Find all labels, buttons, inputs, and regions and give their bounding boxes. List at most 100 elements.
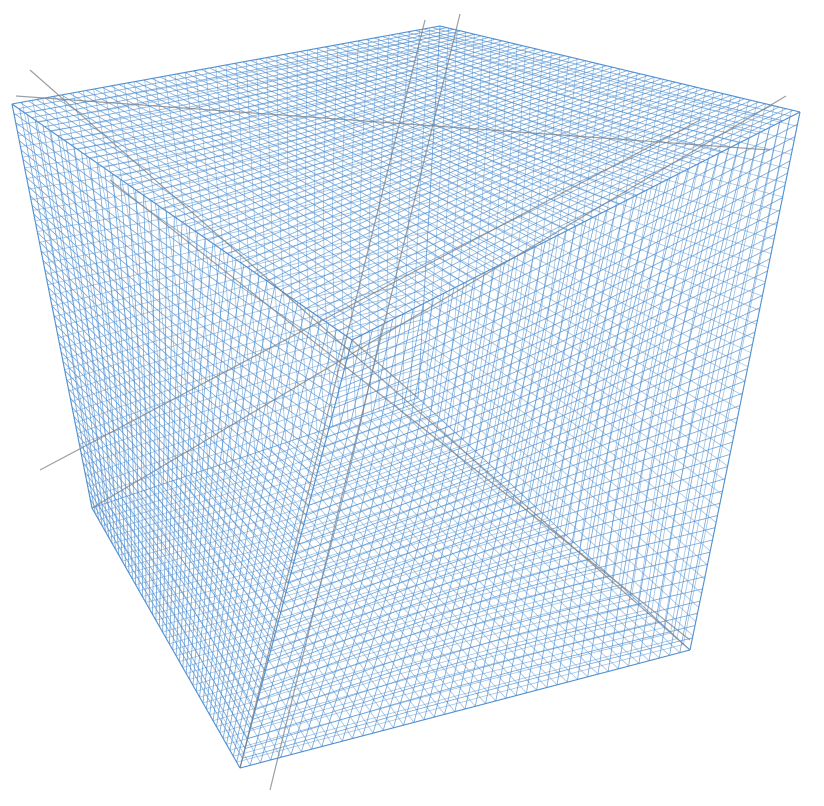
mesh-line xyxy=(24,167,335,409)
mesh-line xyxy=(96,47,531,164)
mesh-line xyxy=(434,123,772,254)
mesh-line xyxy=(194,71,634,232)
mesh-line xyxy=(278,466,728,623)
mesh-line xyxy=(89,387,419,498)
mesh-line xyxy=(122,449,474,562)
mesh-line xyxy=(420,358,702,594)
mesh-line xyxy=(20,149,340,389)
tension-cable xyxy=(91,95,787,509)
mesh-line xyxy=(418,378,697,622)
mesh-line xyxy=(41,162,433,254)
mesh-line xyxy=(69,397,271,652)
mesh-line xyxy=(349,123,798,351)
mesh-line xyxy=(244,625,696,749)
mesh-line xyxy=(260,88,704,277)
mesh-line xyxy=(129,55,565,187)
mesh-line xyxy=(79,338,422,445)
tension-cable xyxy=(269,13,461,791)
mesh-line xyxy=(44,33,475,128)
mesh-line xyxy=(40,250,312,496)
mesh-line xyxy=(206,592,629,710)
mesh-line xyxy=(37,143,434,232)
tension-cable xyxy=(351,339,419,399)
mesh-line xyxy=(89,498,243,759)
mesh-line xyxy=(123,53,558,182)
mesh-edge xyxy=(689,111,801,651)
mesh-line xyxy=(325,105,773,323)
mesh-edge xyxy=(11,103,93,509)
mesh-line xyxy=(46,278,304,526)
mesh-line xyxy=(236,643,684,763)
mesh-line xyxy=(270,502,721,652)
mesh-line xyxy=(68,388,274,642)
mesh-line xyxy=(323,246,773,448)
mesh-line xyxy=(162,63,600,209)
mesh-line xyxy=(175,540,573,657)
mesh-line xyxy=(346,136,796,360)
mesh-line xyxy=(293,392,743,565)
mesh-line xyxy=(306,331,756,516)
mesh-line xyxy=(77,42,510,150)
mesh-line xyxy=(331,209,781,419)
mesh-line xyxy=(88,489,246,749)
mesh-line xyxy=(265,527,716,672)
diagonal-cables xyxy=(15,13,787,791)
mesh-line xyxy=(299,98,745,305)
mesh-line xyxy=(262,539,713,681)
mesh-line xyxy=(29,195,327,438)
mesh-line xyxy=(136,57,572,191)
mesh-line xyxy=(260,551,711,691)
mesh-line xyxy=(179,546,579,662)
mesh-line xyxy=(326,233,776,438)
mesh-line xyxy=(233,638,678,757)
mesh-line xyxy=(80,452,256,710)
mesh-line xyxy=(286,95,731,295)
mesh-line xyxy=(321,258,771,458)
mesh-line xyxy=(316,282,766,477)
mesh-edge xyxy=(91,507,241,769)
mesh-line xyxy=(221,78,662,250)
mesh-line xyxy=(250,600,701,730)
mesh-line xyxy=(332,106,780,327)
mesh-line xyxy=(202,586,623,704)
mesh-line xyxy=(436,74,786,184)
mesh-line xyxy=(272,490,723,642)
mesh-line xyxy=(279,93,724,291)
mesh-line xyxy=(35,223,320,467)
mesh-line xyxy=(188,70,628,227)
mesh-line xyxy=(229,632,672,751)
mesh-line xyxy=(162,517,548,633)
mesh-line xyxy=(82,461,254,720)
mesh-line xyxy=(283,441,733,603)
mesh-line xyxy=(45,182,431,275)
mesh-line xyxy=(438,45,795,141)
mesh-line xyxy=(58,241,428,339)
mesh-line xyxy=(42,259,309,506)
mesh-line xyxy=(212,603,641,722)
mesh-line xyxy=(75,319,423,424)
mesh-edge xyxy=(351,111,801,341)
mesh-line xyxy=(426,250,734,438)
mesh-line xyxy=(55,324,292,574)
mesh-line xyxy=(435,94,780,212)
mesh-line xyxy=(26,177,332,419)
mesh-line xyxy=(31,30,461,118)
mesh-line xyxy=(90,45,524,159)
mesh-line xyxy=(48,287,302,535)
mesh-edge xyxy=(11,25,441,105)
mesh-line xyxy=(189,563,598,680)
mesh-line xyxy=(341,160,791,380)
mesh-line xyxy=(33,213,322,458)
tension-cable xyxy=(15,95,771,151)
mesh-line xyxy=(169,529,561,645)
mesh-edge xyxy=(239,339,353,769)
mesh-line xyxy=(15,122,348,360)
mesh-edge xyxy=(439,25,801,113)
mesh-line xyxy=(318,270,768,467)
mesh-line xyxy=(159,512,542,627)
mesh-line xyxy=(95,403,425,515)
mesh-line xyxy=(312,101,759,314)
mesh-line xyxy=(44,269,307,516)
